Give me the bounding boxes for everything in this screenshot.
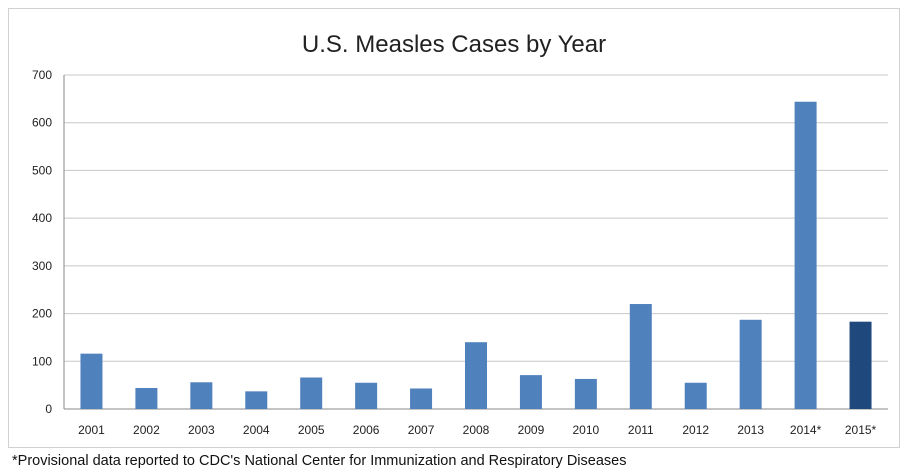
bar-2006 bbox=[355, 382, 378, 409]
y-tick-label: 0 bbox=[45, 402, 52, 416]
x-tick-label: 2005 bbox=[298, 423, 325, 437]
x-tick-label: 2010 bbox=[573, 423, 600, 437]
bar-2008 bbox=[465, 342, 487, 409]
bars bbox=[80, 101, 872, 409]
bar-2014 bbox=[794, 101, 817, 409]
y-tick-label: 200 bbox=[32, 307, 52, 321]
footnote: *Provisional data reported to CDC's Nati… bbox=[12, 453, 627, 469]
x-tick-label: 2006 bbox=[353, 423, 380, 437]
bar-2013 bbox=[739, 319, 762, 409]
x-tick-label: 2013 bbox=[737, 423, 764, 437]
chart-frame: U.S. Measles Cases by Year bbox=[8, 8, 900, 448]
bar-2012 bbox=[684, 382, 707, 409]
chart-title: U.S. Measles Cases by Year bbox=[301, 31, 607, 58]
x-tick-label: 2004 bbox=[243, 423, 270, 437]
bar-2009 bbox=[519, 375, 542, 409]
y-tick-label: 700 bbox=[32, 68, 52, 82]
grid-lines bbox=[63, 74, 888, 410]
bar-2007 bbox=[410, 388, 433, 409]
y-tick-label: 300 bbox=[32, 259, 52, 273]
x-axis-ticks: 2001 2002 2003 2004 2005 2006 2007 2008 2009 2010… bbox=[78, 423, 876, 437]
x-tick-label: 2007 bbox=[408, 423, 435, 437]
x-tick-label: 2011 bbox=[628, 423, 654, 437]
x-tick-label: 2008 bbox=[463, 423, 490, 437]
bar-2015 bbox=[849, 321, 872, 409]
y-axis-ticks: 0 100 200 300 400 500 600 700 bbox=[32, 68, 52, 416]
x-tick-label: 2001 bbox=[78, 423, 105, 437]
bar-2003 bbox=[190, 382, 213, 409]
bar-2011 bbox=[629, 304, 652, 409]
bar-2005 bbox=[300, 377, 323, 409]
x-tick-label: 2003 bbox=[188, 423, 215, 437]
x-tick-label: 2015* bbox=[845, 423, 877, 437]
bar-2001 bbox=[80, 353, 103, 409]
bar-2010 bbox=[574, 378, 597, 409]
y-tick-label: 600 bbox=[32, 116, 52, 130]
y-tick-label: 100 bbox=[32, 354, 52, 368]
bar-2004 bbox=[245, 391, 268, 409]
y-tick-label: 500 bbox=[32, 163, 52, 177]
bar-2002 bbox=[135, 388, 158, 409]
x-tick-label: 2002 bbox=[133, 423, 160, 437]
x-tick-label: 2012 bbox=[682, 423, 709, 437]
y-tick-label: 400 bbox=[32, 211, 52, 225]
x-tick-label: 2014* bbox=[790, 423, 822, 437]
x-tick-label: 2009 bbox=[518, 423, 545, 437]
